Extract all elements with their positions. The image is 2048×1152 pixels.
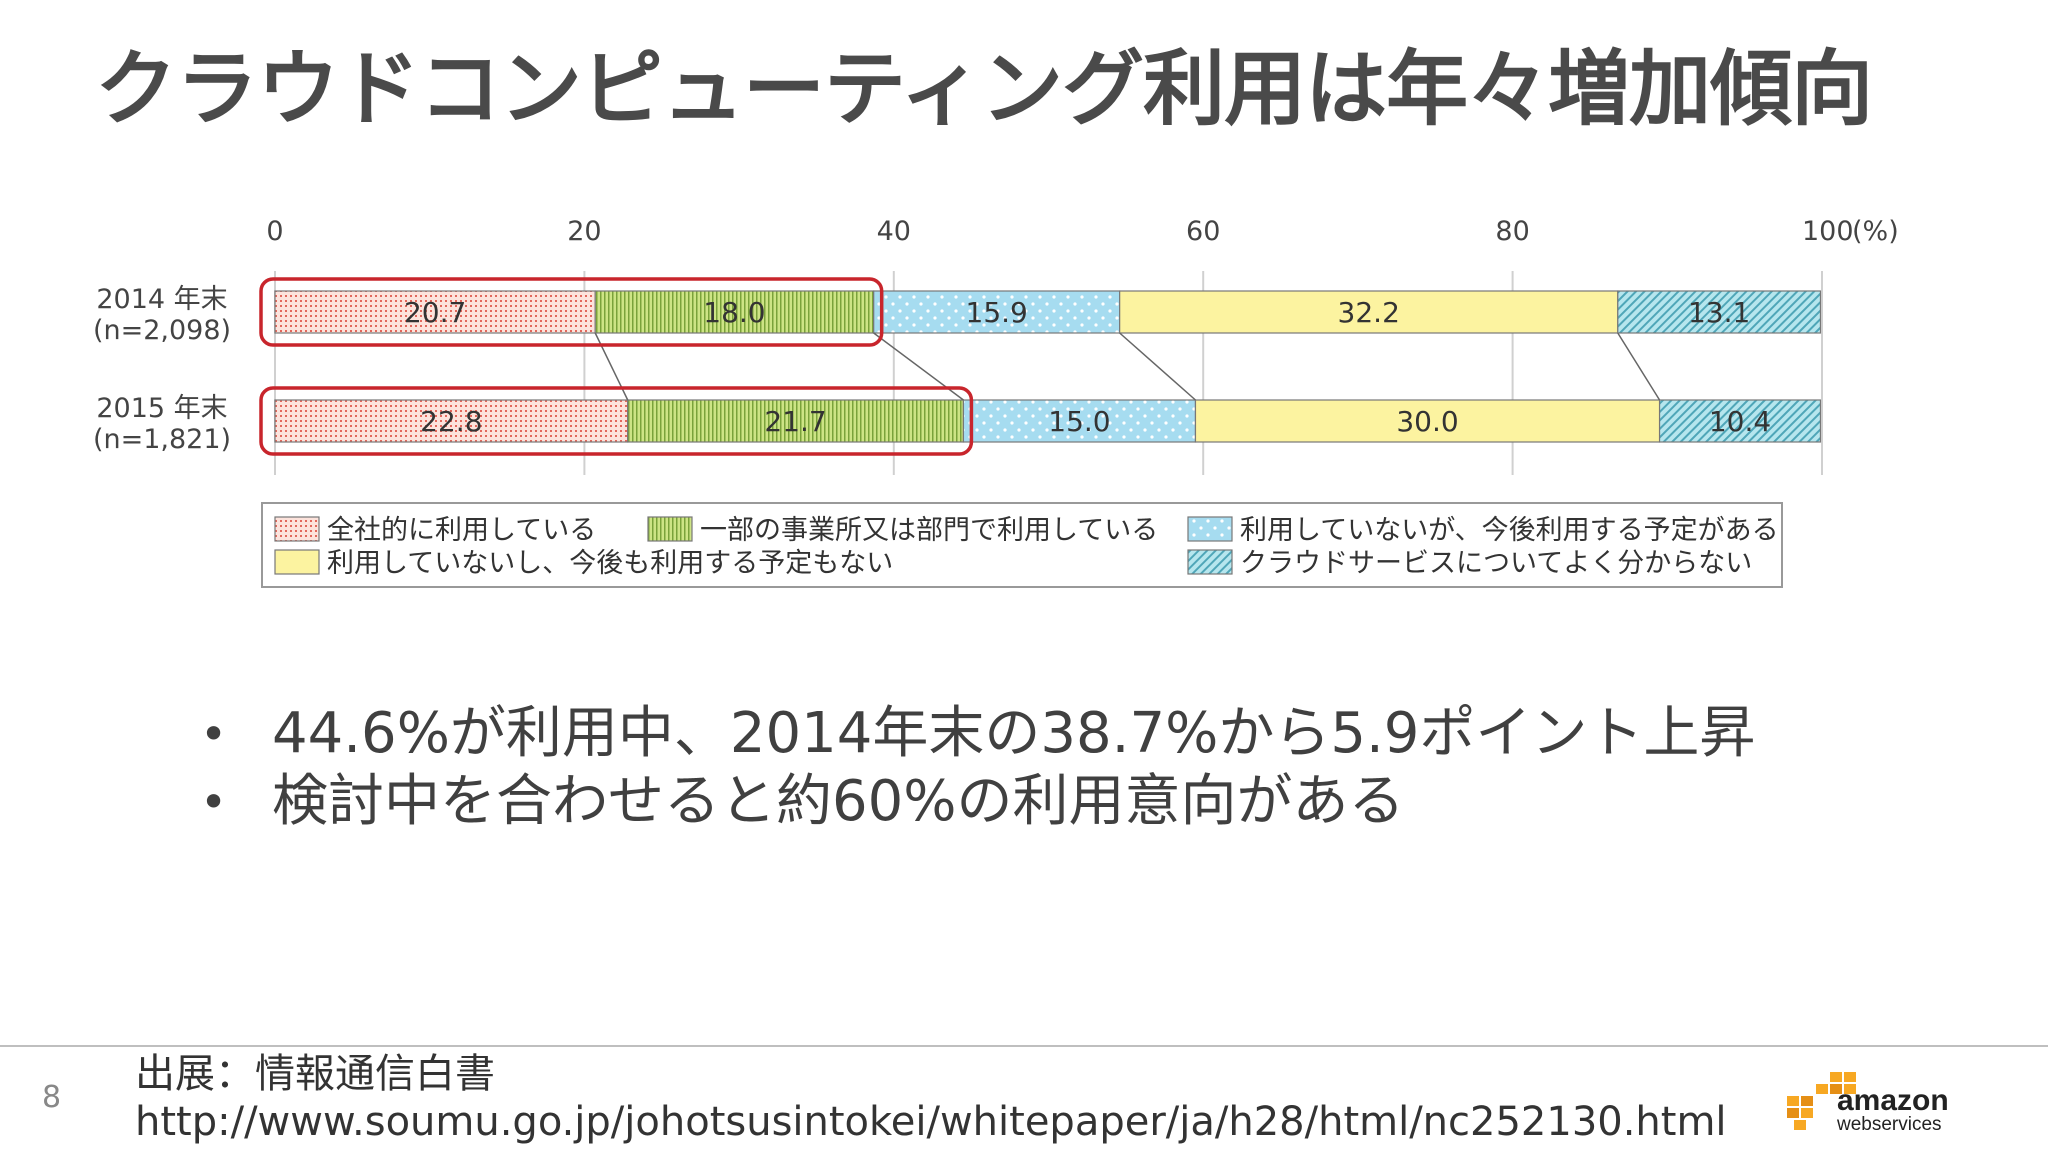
bar-segment bbox=[1194, 399, 1661, 443]
row-label-year: 2015 年末 bbox=[96, 393, 227, 424]
legend-label: 全社的に利用している bbox=[327, 515, 596, 546]
bar-segment bbox=[1119, 290, 1619, 334]
legend-label: 一部の事業所又は部門で利用している bbox=[700, 515, 1158, 546]
bar-value-label: 13.1 bbox=[1688, 296, 1750, 329]
bar-segment bbox=[627, 399, 965, 443]
aws-logo: amazon webservices bbox=[1787, 1072, 1949, 1132]
legend-swatch bbox=[1187, 549, 1233, 575]
x-tick-label: 0 bbox=[266, 216, 283, 247]
connector-line bbox=[1119, 332, 1196, 401]
page-number: 8 bbox=[42, 1080, 62, 1115]
x-unit-label: (%) bbox=[1852, 216, 1899, 247]
source-url: http://www.soumu.go.jp/johotsusintokei/w… bbox=[135, 1099, 1727, 1145]
footer-divider bbox=[0, 1045, 2048, 1047]
bullet-list: 44.6%が利用中、2014年末の38.7%から5.9ポイント上昇 検討中を合わ… bbox=[200, 700, 1755, 836]
source-label: 出展：情報通信白書 bbox=[135, 1051, 495, 1097]
legend-swatch bbox=[274, 549, 320, 575]
row-label-year: 2014 年末 bbox=[96, 284, 227, 315]
bullet-item: 検討中を合わせると約60%の利用意向がある bbox=[200, 768, 1755, 836]
highlight-box bbox=[259, 386, 974, 456]
legend-label: 利用していないし、今後も利用する予定もない bbox=[327, 548, 893, 579]
connector-line bbox=[1617, 332, 1661, 401]
x-tick-label: 80 bbox=[1495, 216, 1529, 247]
bar-value-label: 18.0 bbox=[703, 296, 765, 329]
bar-value-label: 15.9 bbox=[966, 296, 1028, 329]
aws-word: amazon bbox=[1837, 1084, 1949, 1117]
legend-swatch bbox=[647, 516, 693, 542]
bar-value-label: 30.0 bbox=[1396, 405, 1458, 438]
bar-segment bbox=[274, 290, 596, 334]
legend-swatch bbox=[1187, 516, 1233, 542]
legend-box bbox=[261, 502, 1783, 588]
connector-line bbox=[594, 332, 629, 401]
slide-title: クラウドコンピューティング利用は年々増加傾向 bbox=[95, 42, 1873, 137]
connector-line bbox=[873, 332, 964, 401]
bar-value-label: 22.8 bbox=[420, 405, 482, 438]
stacked-bar-chart: 0 20 40 60 80 100(%) 2014 年末(n=2,098) 2015 年末(… bbox=[93, 216, 1899, 588]
aws-subword: webservices bbox=[1836, 1114, 1942, 1132]
highlight-box bbox=[259, 277, 884, 347]
x-tick-label: 100 bbox=[1802, 216, 1854, 247]
x-tick-label: 60 bbox=[1186, 216, 1220, 247]
row-label-n: (n=1,821) bbox=[93, 424, 231, 455]
x-tick-label: 40 bbox=[877, 216, 911, 247]
bar-segment bbox=[962, 399, 1197, 443]
source-citation: 出展：情報通信白書 http://www.soumu.go.jp/johotsu… bbox=[135, 1050, 1727, 1146]
legend-swatch bbox=[274, 516, 320, 542]
bar-value-label: 20.7 bbox=[404, 296, 466, 329]
row-label-n: (n=2,098) bbox=[93, 315, 231, 346]
x-tick-label: 20 bbox=[567, 216, 601, 247]
bar-segment bbox=[1617, 290, 1822, 334]
bar-value-label: 21.7 bbox=[764, 405, 826, 438]
aws-cubes-icon bbox=[1787, 1072, 1856, 1130]
bullet-item: 44.6%が利用中、2014年末の38.7%から5.9ポイント上昇 bbox=[200, 700, 1755, 768]
legend-label: クラウドサービスについてよく分からない bbox=[1240, 548, 1752, 579]
bar-value-label: 32.2 bbox=[1338, 296, 1400, 329]
bar-segment bbox=[1658, 399, 1822, 443]
bar-segment bbox=[274, 399, 629, 443]
bar-value-label: 10.4 bbox=[1709, 405, 1771, 438]
bar-value-label: 15.0 bbox=[1048, 405, 1110, 438]
legend-label: 利用していないが、今後利用する予定がある bbox=[1240, 515, 1779, 546]
